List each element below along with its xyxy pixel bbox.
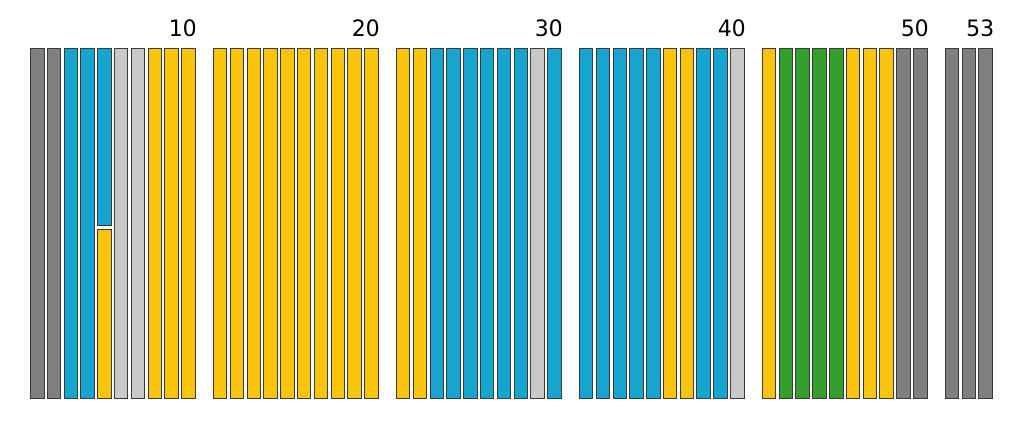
bar-cyan (80, 48, 95, 399)
bar-yellow (879, 48, 894, 399)
tick-label: 30 (534, 17, 563, 42)
bar-cyan (513, 48, 529, 399)
bar-yellow (761, 48, 777, 399)
bar-yellow (662, 48, 678, 399)
bar-group (30, 48, 196, 399)
bar-group (944, 48, 993, 399)
tick-label: 20 (351, 17, 380, 42)
bar-segment-yellow (97, 228, 112, 399)
bar-cyan (496, 48, 512, 399)
bar-darkgray (944, 48, 960, 399)
split-bar (97, 48, 112, 399)
bar-cyan (646, 48, 661, 399)
bar-yellow (679, 48, 695, 399)
tick-label: 53 (966, 17, 995, 42)
bar-darkgray (978, 48, 993, 399)
bar-segment-cyan (97, 48, 112, 226)
bar-cyan (595, 48, 611, 399)
tick-label: 10 (168, 17, 197, 42)
bar-yellow (845, 48, 861, 399)
bar-lightgray (130, 48, 146, 399)
bar-yellow (181, 48, 196, 399)
bar-yellow (147, 48, 163, 399)
bar-group (761, 48, 928, 399)
bar-yellow (296, 48, 312, 399)
bar-cyan (547, 48, 562, 399)
bar-green (812, 48, 827, 399)
bar-yellow (412, 48, 428, 399)
bar-darkgray (961, 48, 977, 399)
bar-cyan (696, 48, 711, 399)
bar-green (829, 48, 844, 399)
bar-yellow (164, 48, 179, 399)
bar-cyan (463, 48, 478, 399)
bar-yellow (364, 48, 379, 399)
tick-label: 40 (717, 17, 746, 42)
tick-label: 50 (900, 17, 929, 42)
bar-cyan (479, 48, 495, 399)
bar-cyan (578, 48, 594, 399)
bar-lightgray (730, 48, 745, 399)
bar-yellow (347, 48, 362, 399)
bar-lightgray (113, 48, 129, 399)
bar-yellow (280, 48, 295, 399)
bar-yellow (212, 48, 228, 399)
bar-lightgray (530, 48, 545, 399)
bar-darkgray (30, 48, 45, 399)
bar-yellow (246, 48, 262, 399)
bar-cyan (629, 48, 644, 399)
bar-yellow (395, 48, 411, 399)
bar-cyan (612, 48, 627, 399)
bar-darkgray (46, 48, 62, 399)
bar-yellow (862, 48, 878, 399)
bar-yellow (229, 48, 245, 399)
bar-group (212, 48, 379, 399)
bar-cyan (63, 48, 79, 399)
bar-cyan (446, 48, 461, 399)
bar-yellow (330, 48, 346, 399)
bar-cyan (713, 48, 728, 399)
bar-yellow (263, 48, 278, 399)
bar-group (578, 48, 745, 399)
bar-darkgray (896, 48, 911, 399)
bar-yellow (313, 48, 329, 399)
bar-cyan (429, 48, 445, 399)
bar-darkgray (913, 48, 928, 399)
bar-green (795, 48, 810, 399)
bar-group (395, 48, 562, 399)
bar-green (778, 48, 794, 399)
bar-chart (30, 48, 993, 399)
